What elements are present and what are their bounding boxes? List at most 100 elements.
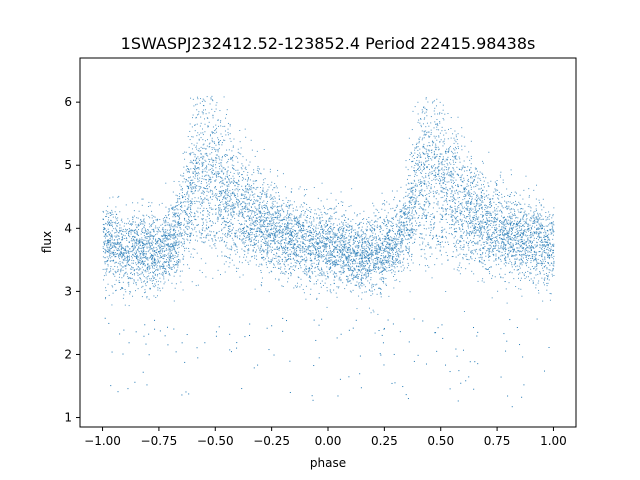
data-point xyxy=(123,274,125,276)
data-point xyxy=(206,182,208,184)
data-point xyxy=(404,208,406,210)
data-point xyxy=(414,149,416,151)
data-point xyxy=(289,241,291,243)
data-point xyxy=(476,229,478,231)
data-point xyxy=(214,239,216,241)
data-point xyxy=(454,130,456,132)
data-point xyxy=(433,170,435,172)
data-point xyxy=(170,260,172,262)
data-point xyxy=(274,231,276,233)
data-point xyxy=(466,242,468,244)
data-point xyxy=(276,235,278,237)
data-point xyxy=(134,246,136,248)
data-point xyxy=(296,260,298,262)
data-point xyxy=(226,162,228,164)
data-point xyxy=(378,245,380,247)
data-point xyxy=(516,205,518,207)
data-point xyxy=(173,260,175,262)
data-point xyxy=(184,247,186,249)
data-point xyxy=(107,239,109,241)
data-point xyxy=(266,244,268,246)
data-point xyxy=(370,256,372,258)
data-point xyxy=(321,235,323,237)
data-point xyxy=(498,257,500,259)
data-point xyxy=(355,265,357,267)
data-point xyxy=(307,245,309,247)
data-point xyxy=(152,260,154,262)
data-point xyxy=(373,267,375,269)
data-point xyxy=(277,206,279,208)
data-point xyxy=(264,213,266,215)
data-point xyxy=(480,220,482,222)
data-point xyxy=(186,214,188,216)
data-point xyxy=(173,245,175,247)
data-point xyxy=(164,255,166,257)
data-point xyxy=(122,229,124,231)
data-point xyxy=(176,269,178,271)
data-point xyxy=(407,243,409,245)
data-point xyxy=(355,253,357,255)
data-point xyxy=(120,248,122,250)
data-point xyxy=(151,258,153,260)
data-point xyxy=(372,309,374,311)
data-point xyxy=(138,243,140,245)
data-point xyxy=(482,176,484,178)
data-point xyxy=(266,217,268,219)
data-point xyxy=(199,187,201,189)
data-point xyxy=(225,134,227,136)
data-point xyxy=(246,236,248,238)
data-point xyxy=(538,199,540,201)
data-point xyxy=(306,208,308,210)
data-point xyxy=(165,261,167,263)
data-point xyxy=(189,123,191,125)
data-point xyxy=(221,169,223,171)
data-point xyxy=(418,207,420,209)
data-point xyxy=(486,211,488,213)
data-point xyxy=(553,261,555,263)
data-point xyxy=(492,241,494,243)
data-point xyxy=(167,256,169,258)
data-point xyxy=(233,211,235,213)
data-point xyxy=(165,259,167,261)
data-point xyxy=(301,247,303,249)
data-point xyxy=(552,214,554,216)
data-point xyxy=(333,208,335,210)
data-point xyxy=(331,229,333,231)
data-point xyxy=(211,164,212,166)
data-point xyxy=(465,201,467,203)
data-point xyxy=(192,186,194,188)
data-point xyxy=(511,233,513,235)
data-point xyxy=(306,231,308,233)
data-point xyxy=(145,236,147,238)
data-point xyxy=(510,211,512,213)
data-point xyxy=(398,261,400,263)
data-point xyxy=(418,142,420,144)
data-point xyxy=(545,245,547,247)
data-point xyxy=(205,237,207,239)
data-point xyxy=(370,245,372,247)
data-point xyxy=(537,220,539,222)
data-point xyxy=(491,220,493,222)
data-point xyxy=(231,216,233,218)
data-point xyxy=(407,188,409,190)
data-point xyxy=(534,259,536,261)
data-point xyxy=(161,256,163,258)
data-point xyxy=(467,201,469,203)
data-point xyxy=(537,282,539,284)
data-point xyxy=(509,195,511,197)
data-point xyxy=(152,223,154,225)
data-point xyxy=(472,240,474,242)
data-point xyxy=(414,185,416,187)
data-point xyxy=(171,256,173,258)
data-point xyxy=(298,255,300,257)
data-point xyxy=(407,182,409,184)
data-point xyxy=(154,262,156,264)
data-point xyxy=(206,208,208,210)
data-point xyxy=(286,252,288,254)
data-point xyxy=(380,279,382,281)
data-point xyxy=(248,263,250,265)
data-point xyxy=(253,169,255,171)
data-point xyxy=(411,211,413,213)
data-point xyxy=(441,232,443,234)
data-point xyxy=(256,258,258,260)
